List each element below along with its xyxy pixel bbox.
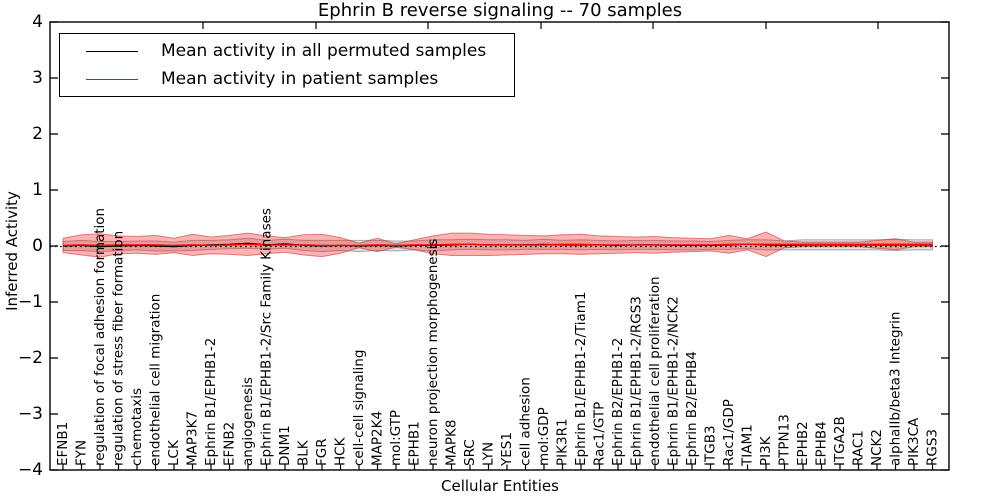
y-tick-label: −4 — [18, 460, 43, 480]
x-tick-label: FGR — [314, 438, 330, 466]
x-tick-label: Ephrin B1/EPHB1-2/Src Family Kinases — [259, 208, 275, 466]
x-tick-label: LCK — [166, 439, 182, 466]
y-tick-label: 4 — [32, 12, 43, 32]
x-tick-label: PIK3R1 — [555, 418, 571, 466]
x-tick-label: PI3K — [758, 435, 774, 466]
x-tick-label: mol:GTP — [388, 410, 404, 466]
x-tick-label: angiogenesis — [240, 377, 256, 466]
x-tick-label: Ephrin B1/EPHB1-2/RGS3 — [629, 296, 645, 466]
x-tick-label: ITGB3 — [703, 425, 719, 466]
x-tick-label: HCK — [333, 436, 349, 466]
legend-label-permuted: Mean activity in all permuted samples — [161, 41, 487, 61]
x-tick-label: endothelial cell proliferation — [647, 276, 663, 466]
x-tick-label: Ephrin B2/EPHB1-2 — [610, 338, 626, 466]
x-tick-label: TIAM1 — [740, 424, 756, 467]
y-tick-label: 1 — [32, 180, 43, 200]
x-tick-label: YES1 — [499, 432, 515, 467]
y-tick-label: 2 — [32, 124, 43, 144]
x-tick-label: alphaIIb/beta3 Integrin — [888, 312, 904, 466]
x-tick-label: Ephrin B1/EPHB1-2/Tiam1 — [573, 292, 589, 466]
x-tick-label: Ephrin B1/EPHB1-2/NCK2 — [666, 296, 682, 466]
x-tick-label: cell-cell signaling — [351, 350, 367, 466]
legend-label-patient: Mean activity in patient samples — [161, 69, 439, 89]
y-tick-label: −1 — [18, 292, 43, 312]
y-tick-label: −3 — [18, 404, 43, 424]
x-tick-label: EFNB2 — [222, 422, 238, 466]
x-tick-label: Ephrin B2/EPHB4 — [684, 351, 700, 466]
x-tick-label: RGS3 — [925, 429, 941, 466]
permuted-line-icon — [86, 50, 138, 52]
x-tick-label: MAPK8 — [444, 420, 460, 466]
chart-title: Ephrin B reverse signaling -- 70 samples — [317, 0, 683, 21]
x-tick-label: EPHB4 — [814, 421, 830, 466]
x-tick-label: MAP2K4 — [370, 411, 386, 466]
x-tick-label: regulation of focal adhesion formation — [92, 208, 108, 466]
y-axis-label: Inferred Activity — [3, 191, 21, 311]
x-tick-label: RAC1 — [851, 430, 867, 466]
x-tick-label: PIK3CA — [906, 417, 922, 466]
x-tick-label: DNM1 — [277, 425, 293, 466]
x-tick-label: Rac1/GDP — [721, 399, 737, 466]
x-tick-label: NCK2 — [869, 429, 885, 466]
x-tick-label: Ephrin B1/EPHB1-2 — [203, 338, 219, 466]
x-tick-label: mol:GDP — [536, 407, 552, 466]
x-tick-label: EPHB1 — [407, 421, 423, 466]
x-tick-label: MAP3K7 — [185, 411, 201, 466]
x-axis-label: Cellular Entities — [441, 477, 559, 495]
x-tick-label: EPHB2 — [795, 421, 811, 466]
y-tick-label: 0 — [32, 236, 43, 256]
x-tick-label: LYN — [481, 442, 497, 466]
x-tick-label: neuron projection morphogenesis — [425, 239, 441, 466]
patient-line-icon — [86, 78, 138, 80]
x-tick-label: EFNB1 — [55, 422, 71, 466]
y-tick-label: 3 — [32, 68, 43, 88]
x-tick-label: PTPN13 — [777, 414, 793, 466]
y-tick-label: −2 — [18, 348, 43, 368]
x-tick-label: chemotaxis — [129, 388, 145, 466]
x-tick-label: BLK — [296, 439, 312, 466]
x-tick-label: Rac1/GTP — [592, 402, 608, 466]
x-tick-label: FYN — [74, 440, 90, 466]
x-tick-label: ITGA2B — [832, 416, 848, 466]
x-tick-label: cell adhesion — [518, 377, 534, 466]
x-tick-label: endothelial cell migration — [148, 294, 164, 466]
legend-item-permuted: Mean activity in all permuted samples — [60, 37, 514, 65]
legend-item-patient: Mean activity in patient samples — [60, 65, 514, 93]
patient-mean-line — [62, 243, 933, 247]
legend: Mean activity in all permuted samples Me… — [59, 33, 515, 97]
x-tick-label: SRC — [462, 439, 478, 466]
x-tick-label: regulation of stress fiber formation — [111, 231, 127, 466]
